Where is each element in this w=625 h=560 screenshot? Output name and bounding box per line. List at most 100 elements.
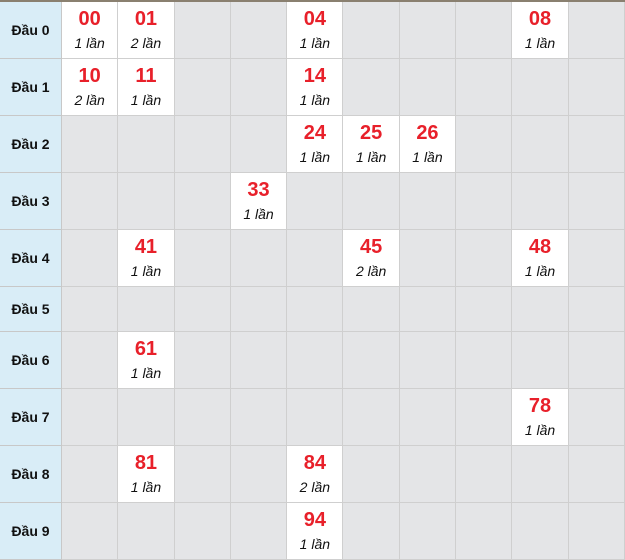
empty-cell (343, 2, 400, 59)
empty-cell (62, 116, 119, 173)
empty-cell (174, 446, 231, 503)
empty-cell (230, 59, 288, 116)
empty-cell (118, 116, 175, 173)
number-cell: 48 1 lần (512, 230, 569, 287)
empty-cell (568, 2, 625, 59)
empty-cell (118, 503, 175, 560)
empty-cell (512, 287, 569, 332)
number-cell: 26 1 lần (399, 116, 457, 173)
empty-cell (174, 59, 231, 116)
count: 1 lần (130, 478, 162, 495)
number: 11 (135, 64, 157, 87)
number: 61 (134, 337, 158, 360)
empty-cell (568, 230, 625, 287)
number-cell: 08 1 lần (512, 2, 569, 59)
number: 41 (134, 235, 158, 258)
empty-cell (230, 446, 288, 503)
count: 1 lần (524, 421, 556, 438)
empty-cell (343, 59, 400, 116)
empty-cell (62, 389, 119, 446)
number-cell: 11 1 lần (118, 59, 175, 116)
empty-cell (399, 2, 457, 59)
empty-cell (62, 503, 119, 560)
number-cell: 94 1 lần (287, 503, 344, 560)
empty-cell (456, 59, 513, 116)
empty-cell (230, 389, 288, 446)
empty-cell (343, 173, 400, 230)
number: 24 (303, 121, 326, 144)
number: 00 (78, 7, 101, 30)
count: 2 lần (299, 478, 331, 495)
empty-cell (456, 287, 513, 332)
empty-cell (230, 116, 288, 173)
count: 1 lần (299, 535, 331, 552)
count: 1 lần (299, 34, 331, 51)
number: 14 (303, 64, 326, 87)
empty-cell (62, 230, 119, 287)
row-header: Đầu 1 (0, 59, 62, 116)
row-header: Đầu 4 (0, 230, 62, 287)
count: 1 lần (412, 148, 443, 165)
empty-cell (343, 503, 400, 560)
number-cell: 04 1 lần (287, 2, 344, 59)
empty-cell (568, 446, 625, 503)
empty-cell (174, 116, 231, 173)
empty-cell (118, 173, 175, 230)
empty-cell (343, 332, 400, 389)
empty-cell (287, 332, 344, 389)
empty-cell (174, 2, 231, 59)
empty-cell (512, 116, 569, 173)
number-cell: 25 1 lần (343, 116, 400, 173)
number-cell: 00 1 lần (62, 2, 119, 59)
empty-cell (456, 2, 513, 59)
empty-cell (287, 389, 344, 446)
empty-cell (568, 389, 625, 446)
empty-cell (568, 59, 625, 116)
empty-cell (174, 230, 231, 287)
number: 04 (303, 7, 326, 30)
number: 25 (360, 121, 383, 144)
empty-cell (512, 332, 569, 389)
empty-cell (568, 503, 625, 560)
empty-cell (512, 446, 569, 503)
row-header: Đầu 5 (0, 287, 62, 332)
empty-cell (62, 446, 119, 503)
empty-cell (174, 332, 231, 389)
number: 81 (134, 451, 158, 474)
number: 01 (134, 7, 158, 30)
count: 1 lần (524, 34, 556, 51)
number-cell: 10 2 lần (62, 59, 119, 116)
number: 84 (303, 451, 326, 474)
count: 1 lần (355, 148, 387, 165)
count: 1 lần (524, 262, 556, 279)
number: 08 (528, 7, 552, 30)
number: 94 (303, 508, 326, 531)
count: 1 lần (130, 364, 162, 381)
count: 1 lần (74, 34, 105, 51)
number: 78 (528, 394, 552, 417)
row-header: Đầu 3 (0, 173, 62, 230)
empty-cell (174, 173, 231, 230)
row-header: Đầu 0 (0, 2, 62, 59)
empty-cell (399, 389, 457, 446)
number: 45 (360, 235, 383, 258)
number: 10 (78, 64, 101, 87)
empty-cell (230, 503, 288, 560)
empty-cell (512, 503, 569, 560)
empty-cell (230, 332, 288, 389)
empty-cell (287, 230, 344, 287)
empty-cell (343, 287, 400, 332)
empty-cell (343, 446, 400, 503)
empty-cell (174, 503, 231, 560)
empty-cell (399, 446, 457, 503)
number-cell: 81 1 lần (118, 446, 175, 503)
count: 1 lần (299, 148, 331, 165)
empty-cell (399, 230, 457, 287)
number: 33 (247, 178, 270, 201)
empty-cell (399, 332, 457, 389)
number-cell: 33 1 lần (230, 173, 288, 230)
empty-cell (230, 287, 288, 332)
empty-cell (118, 287, 175, 332)
row-header: Đầu 6 (0, 332, 62, 389)
